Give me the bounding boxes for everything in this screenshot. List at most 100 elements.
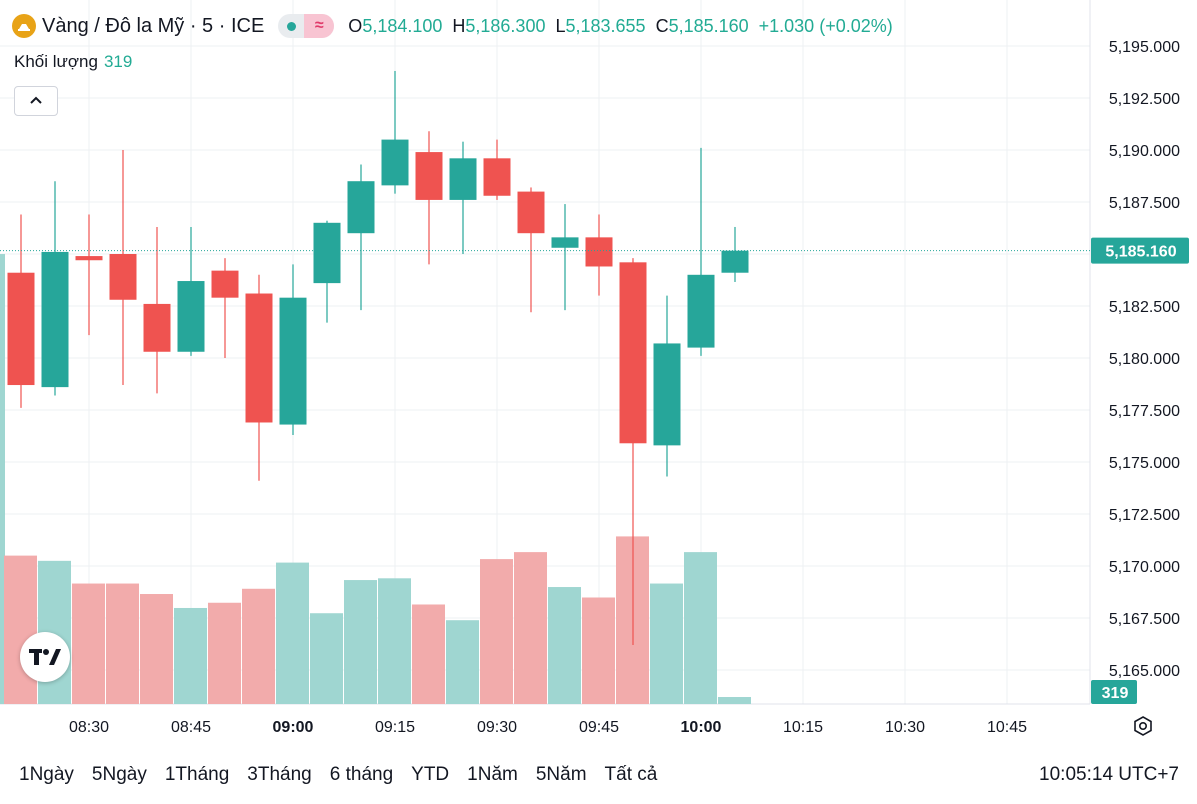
volume-bar xyxy=(140,594,173,704)
volume-bar xyxy=(378,578,411,704)
low-value: 5,183.655 xyxy=(565,15,646,36)
volume-bar xyxy=(650,583,683,704)
price-tick-label: 5,192.500 xyxy=(1109,91,1180,108)
volume-bar xyxy=(446,620,479,704)
price-tick-label: 5,190.000 xyxy=(1109,143,1180,160)
candle-body xyxy=(211,270,239,298)
low-label: L xyxy=(555,15,566,36)
candle xyxy=(721,226,749,282)
price-chart[interactable]: 5,195.000 5,192.500 5,190.000 5,187.500 5,18… xyxy=(0,0,1197,746)
price-tick-label: 5,167.500 xyxy=(1109,611,1180,628)
time-tick-label: 08:30 xyxy=(69,719,109,736)
collapse-legend-button[interactable] xyxy=(14,86,58,116)
volume-bar xyxy=(344,580,377,704)
volume-bar xyxy=(718,697,751,704)
candle-body xyxy=(483,158,511,196)
price-change: +1.030 (+0.02%) xyxy=(758,15,893,36)
candle xyxy=(177,226,205,356)
range-button[interactable]: 1Ngày xyxy=(19,764,74,785)
volume-bar xyxy=(72,583,105,704)
bottom-toolbar: 1Ngày 5Ngày 1Tháng 3Tháng 6 tháng YTD 1Năm 5Năm… xyxy=(0,746,1197,804)
candle-body xyxy=(619,262,647,444)
candle-body xyxy=(313,222,341,284)
volume-bar xyxy=(684,552,717,704)
time-axis: 08:30 08:45 09:00 09:15 09:30 09:45 10:00 10:15… xyxy=(69,719,1027,736)
volume-bar xyxy=(514,552,547,704)
range-button[interactable]: YTD xyxy=(411,764,450,785)
volume-bar xyxy=(412,604,445,704)
price-tick-label: 5,172.500 xyxy=(1109,507,1180,524)
volume-badge-label: 319 xyxy=(1102,685,1129,702)
volume-bar xyxy=(242,588,275,704)
time-tick-label: 08:45 xyxy=(171,719,211,736)
candle xyxy=(449,141,477,254)
gear-icon[interactable] xyxy=(1131,714,1155,738)
close-value: 5,185.160 xyxy=(668,15,749,36)
candle-body xyxy=(245,293,273,423)
price-tick-label: 5,175.000 xyxy=(1109,455,1180,472)
time-tick-label: 09:00 xyxy=(273,719,314,736)
market-open-dot xyxy=(278,21,304,31)
candle xyxy=(75,214,103,336)
volume-bar xyxy=(548,587,581,704)
range-button[interactable]: 5Ngày xyxy=(91,764,147,785)
gold-icon xyxy=(12,14,36,38)
market-status-pill[interactable]: ≈ xyxy=(278,14,335,38)
chevron-up-icon xyxy=(29,92,43,110)
range-button[interactable]: 5Năm xyxy=(535,764,587,785)
candle xyxy=(551,204,579,311)
candle-body xyxy=(381,139,409,186)
candle xyxy=(415,131,443,265)
time-tick-label: 10:15 xyxy=(783,719,823,736)
time-tick-label: 10:00 xyxy=(681,719,722,736)
price-tick-label: 5,170.000 xyxy=(1109,559,1180,576)
candle xyxy=(585,214,613,296)
price-tick-label: 5,195.000 xyxy=(1109,39,1180,56)
price-tick-label: 5,187.500 xyxy=(1109,195,1180,212)
candle xyxy=(109,150,137,386)
candle-body xyxy=(517,191,545,234)
price-tick-label: 5,165.000 xyxy=(1109,663,1180,680)
range-button[interactable]: 1Tháng xyxy=(164,764,230,785)
price-tick-label: 5,180.000 xyxy=(1109,351,1180,368)
symbol-title[interactable]: Vàng / Đô la Mỹ · 5 · ICE xyxy=(42,14,265,37)
candle-body xyxy=(585,237,613,267)
close-label: C xyxy=(655,15,669,36)
price-tick-label: 5,177.500 xyxy=(1109,403,1180,420)
range-button[interactable]: Tất cả xyxy=(604,764,658,785)
high-value: 5,186.300 xyxy=(465,15,546,36)
volume-bar xyxy=(106,583,139,704)
clock[interactable]: 10:05:14 UTC+7 xyxy=(1039,764,1179,785)
volume-value: 319 xyxy=(103,52,133,71)
time-tick-label: 09:15 xyxy=(375,719,415,736)
candle-body xyxy=(109,254,137,300)
candle xyxy=(687,147,715,356)
open-value: 5,184.100 xyxy=(362,15,443,36)
volume-legend: Khối lượng 319 xyxy=(14,52,132,72)
time-tick-label: 09:45 xyxy=(579,719,619,736)
tradingview-logo[interactable] xyxy=(20,632,70,682)
candle-body xyxy=(721,250,749,273)
time-tick-label: 10:30 xyxy=(885,719,925,736)
time-tick-label: 09:30 xyxy=(477,719,517,736)
ohlc-values: O5,184.100 H5,186.300 L5,183.655 C5,185.… xyxy=(348,16,892,37)
candle xyxy=(517,187,545,313)
last-price-label: 5,185.160 xyxy=(1105,244,1176,261)
range-button[interactable]: 6 tháng xyxy=(329,764,394,785)
candles xyxy=(0,70,1090,646)
candle xyxy=(381,70,409,194)
volume-label: Khối lượng xyxy=(14,52,98,71)
chart-legend-header: Vàng / Đô la Mỹ · 5 · ICE ≈ O5,184.100 H… xyxy=(12,10,893,42)
price-axis: 5,195.000 5,192.500 5,190.000 5,187.500 5,18… xyxy=(1091,39,1189,704)
candle-body xyxy=(177,281,205,352)
range-button[interactable]: 1Năm xyxy=(467,764,518,785)
candle xyxy=(653,295,681,477)
last-price-badge xyxy=(1091,237,1189,264)
range-button[interactable]: 3Tháng xyxy=(247,764,312,785)
high-label: H xyxy=(452,15,466,36)
candle xyxy=(279,264,307,435)
candle-body xyxy=(687,274,715,348)
candle-body xyxy=(143,303,171,352)
volume-bar xyxy=(582,597,615,704)
candle xyxy=(619,258,647,646)
